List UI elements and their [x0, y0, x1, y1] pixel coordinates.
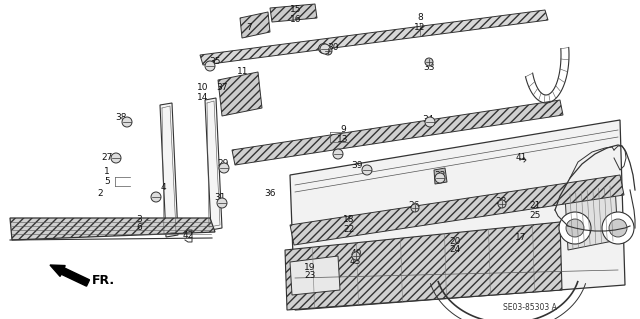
Text: 24: 24	[449, 246, 461, 255]
Text: 3: 3	[136, 214, 142, 224]
Text: 34: 34	[422, 115, 434, 124]
Text: 37: 37	[216, 84, 228, 93]
Circle shape	[122, 117, 132, 127]
Text: 8: 8	[417, 13, 423, 23]
Circle shape	[411, 204, 419, 212]
Circle shape	[435, 173, 445, 183]
Text: 21: 21	[529, 202, 541, 211]
Text: 16: 16	[291, 14, 301, 24]
Circle shape	[498, 200, 506, 208]
Circle shape	[205, 61, 215, 71]
Text: 19: 19	[304, 263, 316, 271]
Circle shape	[352, 252, 360, 260]
Text: 5: 5	[104, 176, 110, 186]
Circle shape	[609, 219, 627, 237]
Polygon shape	[200, 10, 548, 65]
Polygon shape	[285, 222, 562, 310]
Polygon shape	[160, 103, 178, 237]
Text: 25: 25	[529, 211, 541, 219]
Circle shape	[333, 149, 343, 159]
Text: 30: 30	[327, 43, 339, 53]
Polygon shape	[565, 185, 618, 250]
Text: 14: 14	[197, 93, 209, 101]
Text: 42: 42	[182, 232, 194, 241]
Polygon shape	[232, 100, 563, 165]
Circle shape	[362, 165, 372, 175]
Circle shape	[566, 219, 584, 237]
Text: 6: 6	[136, 224, 142, 233]
Polygon shape	[240, 12, 270, 38]
Polygon shape	[434, 168, 447, 184]
Text: 22: 22	[344, 225, 355, 234]
Text: 23: 23	[304, 271, 316, 280]
Polygon shape	[290, 175, 624, 245]
Polygon shape	[290, 256, 340, 295]
Text: 38: 38	[115, 114, 127, 122]
Circle shape	[219, 163, 229, 173]
Text: 26: 26	[408, 201, 420, 210]
Polygon shape	[10, 218, 215, 240]
Circle shape	[151, 192, 161, 202]
Text: 39: 39	[351, 161, 363, 170]
Text: 35: 35	[209, 57, 221, 66]
Circle shape	[324, 47, 332, 55]
FancyArrow shape	[50, 265, 90, 286]
Circle shape	[559, 212, 591, 244]
Text: 12: 12	[414, 23, 426, 32]
Circle shape	[320, 44, 330, 54]
Text: SE03-85303 A: SE03-85303 A	[503, 303, 557, 313]
Text: 32: 32	[435, 170, 445, 180]
Text: 31: 31	[214, 192, 226, 202]
Text: 10: 10	[197, 84, 209, 93]
Text: 1: 1	[104, 167, 110, 176]
Text: 13: 13	[337, 135, 349, 144]
Circle shape	[425, 117, 435, 127]
Text: 4: 4	[160, 183, 166, 192]
Text: 41: 41	[515, 153, 527, 162]
Text: 43: 43	[349, 257, 361, 266]
Text: 7: 7	[246, 24, 252, 33]
Polygon shape	[218, 72, 262, 116]
Text: 18: 18	[343, 216, 355, 225]
Text: 27: 27	[101, 152, 113, 161]
Circle shape	[602, 212, 634, 244]
Text: 20: 20	[449, 236, 461, 246]
Text: 9: 9	[340, 125, 346, 135]
Text: 11: 11	[237, 68, 249, 77]
Circle shape	[425, 58, 433, 66]
Text: 33: 33	[423, 63, 435, 72]
Text: 40: 40	[350, 249, 362, 257]
Circle shape	[217, 198, 227, 208]
Polygon shape	[290, 120, 625, 310]
Circle shape	[111, 153, 121, 163]
Text: 17: 17	[515, 233, 527, 241]
Text: 2: 2	[97, 189, 103, 198]
Text: 29: 29	[218, 159, 228, 167]
Text: FR.: FR.	[92, 275, 115, 287]
Text: 36: 36	[264, 189, 276, 197]
Polygon shape	[270, 4, 317, 22]
Polygon shape	[205, 98, 222, 230]
Text: 28: 28	[495, 197, 507, 206]
Text: 15: 15	[291, 5, 301, 14]
